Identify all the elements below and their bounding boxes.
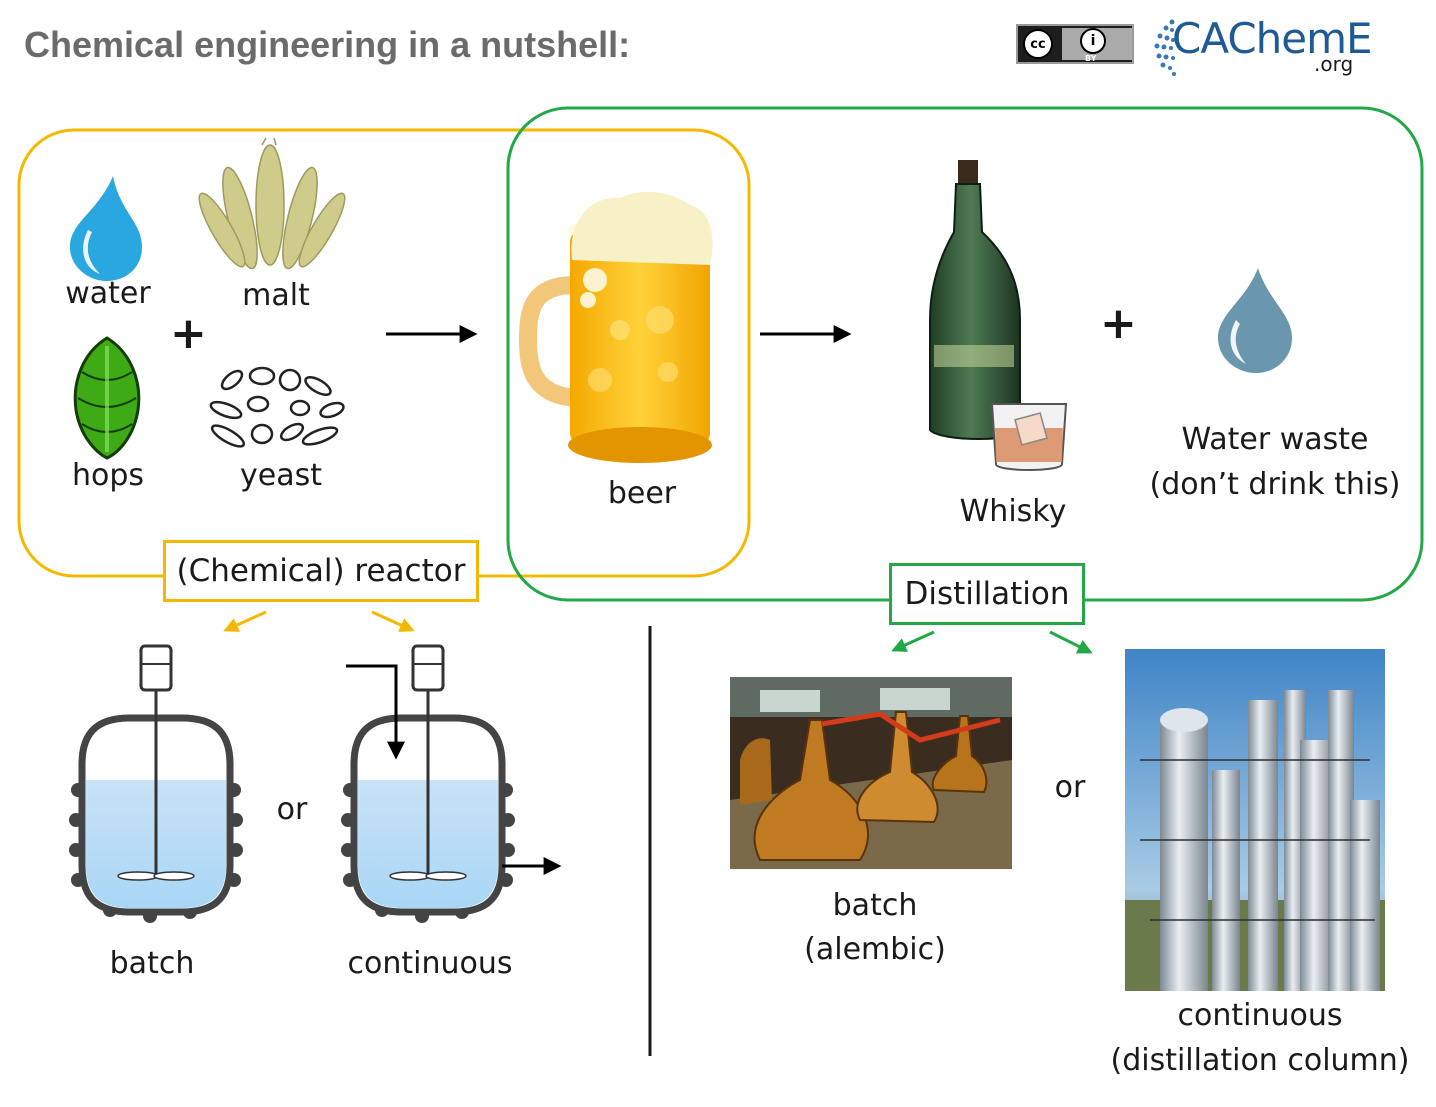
person-icon: i (1080, 28, 1106, 54)
whisky-glass-icon (990, 403, 1068, 471)
reactor-label: (Chemical) reactor (176, 553, 466, 589)
feed-inlet-arrow (346, 664, 405, 760)
batch-distillation-label: batch (832, 888, 918, 923)
batch-reactor-label: batch (109, 946, 195, 981)
alembic-label: (alembic) (804, 932, 946, 967)
cc-by-license-badge[interactable]: cc i BY (1016, 24, 1134, 64)
yeast-icon (209, 366, 345, 448)
dots-logo-icon (1154, 19, 1176, 76)
cc-icon: cc (1023, 29, 1053, 59)
arrow-to-column (1049, 630, 1093, 654)
alembic-photo (730, 677, 1012, 869)
water-waste-label: Water waste (1181, 422, 1369, 457)
distillation-label-box: Distillation (889, 563, 1085, 625)
continuous-reactor-label: continuous (347, 946, 513, 981)
yeast-label: yeast (240, 458, 322, 493)
waste-water-drop-icon (1218, 268, 1292, 373)
whisky-label: Whisky (959, 494, 1067, 529)
water-waste-note: (don’t drink this) (1149, 467, 1401, 502)
plus-products: + (1100, 298, 1137, 349)
distillation-label: Distillation (904, 576, 1070, 612)
water-label: water (65, 276, 151, 311)
or-distillation: or (1054, 770, 1086, 805)
plus-ingredients: + (170, 308, 207, 359)
beer-mug-icon (518, 191, 713, 463)
water-drop-icon (70, 176, 142, 281)
malt-wheat-icon (198, 137, 346, 270)
distillation-column-label: (distillation column) (1110, 1043, 1410, 1078)
continuous-distillation-label: continuous (1177, 998, 1343, 1033)
or-reactors: or (276, 792, 308, 827)
reactor-label-box: (Chemical) reactor (163, 540, 479, 602)
whisky-bottle-icon (929, 160, 1021, 440)
cacheme-logo[interactable]: CAChemE .org (1154, 12, 1373, 80)
arrow-to-alembic (891, 630, 935, 652)
page-title: Chemical engineering in a nutshell: (24, 24, 631, 65)
continuous-reactor-icon (341, 644, 562, 923)
beer-label: beer (607, 476, 677, 511)
arrow-to-batch-reactor (223, 610, 267, 632)
hops-label: hops (71, 458, 145, 493)
arrow-to-continuous-reactor (371, 610, 415, 632)
hops-icon (73, 336, 141, 460)
malt-label: malt (242, 278, 310, 313)
distillation-column-photo (1125, 649, 1385, 991)
batch-reactor-icon (69, 644, 243, 923)
